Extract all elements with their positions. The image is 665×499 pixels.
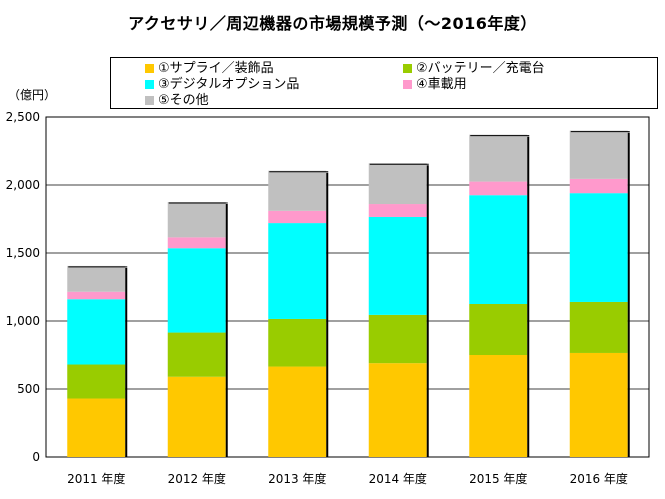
bar-segment-s2-5: [469, 304, 528, 355]
bar-segment-s5-6: [569, 130, 628, 179]
y-tick-label: 2,500: [6, 110, 40, 124]
bar-segment-s4-3: [268, 210, 327, 224]
legend-swatch-supply: [145, 64, 154, 73]
bar-segment-s1-6: [569, 352, 628, 457]
bar-segment-s1-1: [67, 398, 126, 457]
bar-segment-s1-4: [368, 363, 427, 457]
legend: ①サプライ／装飾品 ②バッテリー／充電台 ③デジタルオプション品 ④車載用 ⑤そ…: [110, 57, 658, 109]
bar-segment-s2-2: [167, 332, 226, 377]
y-tick-label: 0: [32, 450, 40, 464]
bar-segment-s5-5: [469, 134, 528, 182]
legend-item-supply: ①サプライ／装飾品: [145, 62, 274, 76]
chart-title: アクセサリ／周辺機器の市場規模予測（～2016年度）: [128, 14, 537, 33]
bar-segment-s4-1: [67, 291, 126, 300]
legend-label-supply: ①サプライ／装飾品: [158, 61, 274, 76]
y-axis-unit-label: （億円）: [8, 88, 57, 102]
y-tick-label: 1,500: [6, 246, 40, 260]
x-tick-label: 2013 年度: [268, 471, 326, 486]
bar-segment-s2-1: [67, 364, 126, 399]
legend-label-battery: ②バッテリー／充電台: [416, 61, 545, 76]
bar-segment-s1-3: [268, 366, 327, 457]
x-tick-label: 2011 年度: [67, 471, 125, 486]
plot-border: [45, 116, 650, 458]
bar-segment-s3-3: [268, 223, 327, 319]
bar-segment-s4-6: [569, 178, 628, 194]
bar-segment-s2-4: [368, 314, 427, 364]
bar-segment-s4-5: [469, 181, 528, 196]
bar-segment-s3-5: [469, 195, 528, 304]
legend-swatch-other: [145, 96, 154, 105]
legend-swatch-battery: [403, 64, 412, 73]
legend-item-digital-option: ③デジタルオプション品: [145, 78, 299, 92]
bar-segment-s5-4: [368, 163, 427, 205]
bar-segment-s5-1: [67, 265, 126, 292]
x-tick-label: 2015 年度: [469, 471, 527, 486]
x-tick-label: 2016 年度: [570, 471, 628, 486]
y-tick-label: 1,000: [6, 314, 40, 328]
legend-item-car: ④車載用: [403, 78, 467, 92]
legend-label-other: ⑤その他: [158, 93, 209, 108]
legend-label-car: ④車載用: [416, 77, 467, 92]
bar-segment-s5-3: [268, 170, 327, 211]
legend-swatch-car: [403, 80, 412, 89]
x-tick-label: 2012 年度: [168, 471, 226, 486]
bar-segment-s3-2: [167, 248, 226, 333]
bar-segment-s5-2: [167, 202, 226, 238]
bar-segment-s4-4: [368, 204, 427, 217]
legend-swatch-digital-option: [145, 80, 154, 89]
bar-segment-s2-6: [569, 301, 628, 353]
bar-segment-s3-4: [368, 216, 427, 315]
legend-item-other: ⑤その他: [145, 94, 209, 108]
legend-item-battery: ②バッテリー／充電台: [403, 62, 545, 76]
bar-segment-s1-2: [167, 376, 226, 457]
bar-segment-s4-2: [167, 237, 226, 249]
bar-segment-s3-1: [67, 299, 126, 365]
x-tick-label: 2014 年度: [369, 471, 427, 486]
legend-label-digital-option: ③デジタルオプション品: [158, 77, 300, 92]
y-tick-label: 2,000: [6, 178, 40, 192]
bar-segment-s1-5: [469, 355, 528, 457]
y-tick-label: 500: [17, 382, 40, 396]
bar-segment-s3-6: [569, 193, 628, 302]
bar-segment-s2-3: [268, 318, 327, 367]
